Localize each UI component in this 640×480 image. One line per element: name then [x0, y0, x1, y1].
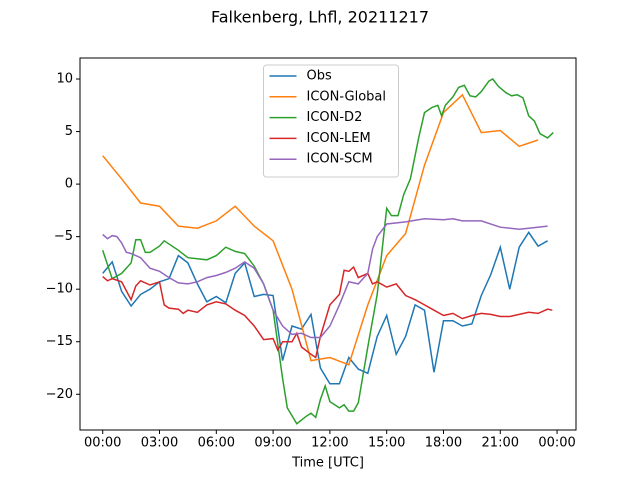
plot-frame	[79, 57, 577, 431]
y-tick-label: 5	[65, 124, 73, 139]
x-tick-label: 06:00	[198, 436, 235, 451]
x-tick-label: 21:00	[482, 436, 519, 451]
y-tick-label: 10	[56, 72, 73, 87]
series-line	[102, 93, 539, 366]
chart-title: Falkenberg, Lhfl, 20211217	[211, 8, 429, 27]
y-tick-label: −20	[46, 387, 73, 402]
legend-label: ICON-D2	[307, 110, 363, 125]
legend-box	[263, 64, 399, 178]
series-line	[101, 78, 554, 425]
x-tick-label: 00:00	[84, 436, 121, 451]
series-line	[102, 265, 553, 359]
y-tick-label: 0	[65, 177, 73, 192]
legend-label: ICON-LEM	[307, 131, 371, 146]
legend-label: ICON-SCM	[307, 152, 373, 167]
y-tick-label: −10	[46, 282, 73, 297]
x-tick-label: 15:00	[368, 436, 405, 451]
series-line	[102, 231, 548, 385]
legend-label: Obs	[307, 69, 332, 84]
x-tick-label: 00:00	[538, 436, 575, 451]
legend-label: ICON-Global	[307, 89, 387, 104]
y-tick-label: −15	[46, 334, 73, 349]
series-line	[102, 218, 548, 339]
x-tick-label: 09:00	[254, 436, 291, 451]
x-tick-label: 12:00	[311, 436, 348, 451]
x-axis-label: Time [UTC]	[291, 456, 364, 471]
y-tick-label: −5	[54, 229, 73, 244]
x-tick-label: 18:00	[425, 436, 462, 451]
x-tick-label: 03:00	[141, 436, 178, 451]
